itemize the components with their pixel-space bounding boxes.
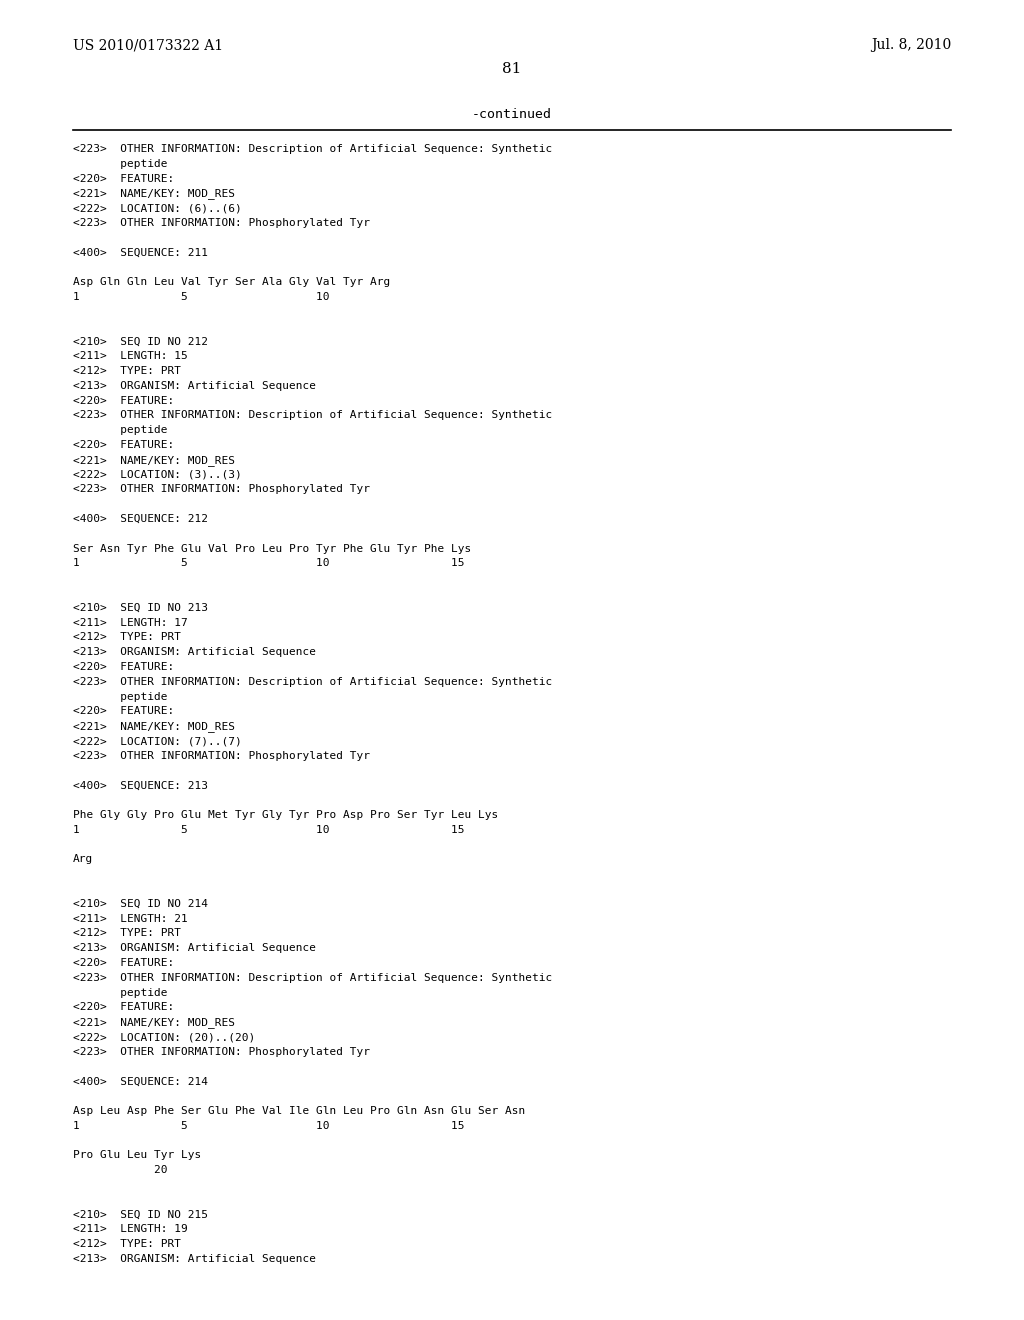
Text: <211>  LENGTH: 21: <211> LENGTH: 21: [73, 913, 187, 924]
Text: peptide: peptide: [73, 692, 168, 702]
Text: <223>  OTHER INFORMATION: Phosphorylated Tyr: <223> OTHER INFORMATION: Phosphorylated …: [73, 484, 370, 495]
Text: Ser Asn Tyr Phe Glu Val Pro Leu Pro Tyr Phe Glu Tyr Phe Lys: Ser Asn Tyr Phe Glu Val Pro Leu Pro Tyr …: [73, 544, 471, 553]
Text: <400>  SEQUENCE: 212: <400> SEQUENCE: 212: [73, 513, 208, 524]
Text: <210>  SEQ ID NO 214: <210> SEQ ID NO 214: [73, 899, 208, 908]
Text: <220>  FEATURE:: <220> FEATURE:: [73, 1002, 174, 1012]
Text: <221>  NAME/KEY: MOD_RES: <221> NAME/KEY: MOD_RES: [73, 1018, 234, 1028]
Text: <212>  TYPE: PRT: <212> TYPE: PRT: [73, 928, 181, 939]
Text: <211>  LENGTH: 17: <211> LENGTH: 17: [73, 618, 187, 627]
Text: 20: 20: [73, 1166, 168, 1175]
Text: Asp Gln Gln Leu Val Tyr Ser Ala Gly Val Tyr Arg: Asp Gln Gln Leu Val Tyr Ser Ala Gly Val …: [73, 277, 390, 288]
Text: <221>  NAME/KEY: MOD_RES: <221> NAME/KEY: MOD_RES: [73, 189, 234, 199]
Text: <400>  SEQUENCE: 213: <400> SEQUENCE: 213: [73, 780, 208, 791]
Text: <211>  LENGTH: 15: <211> LENGTH: 15: [73, 351, 187, 362]
Text: <222>  LOCATION: (3)..(3): <222> LOCATION: (3)..(3): [73, 470, 242, 479]
Text: <212>  TYPE: PRT: <212> TYPE: PRT: [73, 366, 181, 376]
Text: <220>  FEATURE:: <220> FEATURE:: [73, 706, 174, 717]
Text: <220>  FEATURE:: <220> FEATURE:: [73, 396, 174, 405]
Text: <221>  NAME/KEY: MOD_RES: <221> NAME/KEY: MOD_RES: [73, 455, 234, 466]
Text: <222>  LOCATION: (6)..(6): <222> LOCATION: (6)..(6): [73, 203, 242, 214]
Text: <223>  OTHER INFORMATION: Phosphorylated Tyr: <223> OTHER INFORMATION: Phosphorylated …: [73, 218, 370, 228]
Text: <213>  ORGANISM: Artificial Sequence: <213> ORGANISM: Artificial Sequence: [73, 647, 316, 657]
Text: <213>  ORGANISM: Artificial Sequence: <213> ORGANISM: Artificial Sequence: [73, 1254, 316, 1265]
Text: <400>  SEQUENCE: 214: <400> SEQUENCE: 214: [73, 1076, 208, 1086]
Text: <220>  FEATURE:: <220> FEATURE:: [73, 440, 174, 450]
Text: 1               5                   10                  15: 1 5 10 15: [73, 558, 465, 569]
Text: 81: 81: [503, 62, 521, 77]
Text: <220>  FEATURE:: <220> FEATURE:: [73, 663, 174, 672]
Text: 1               5                   10                  15: 1 5 10 15: [73, 825, 465, 834]
Text: 1               5                   10                  15: 1 5 10 15: [73, 1121, 465, 1131]
Text: Pro Glu Leu Tyr Lys: Pro Glu Leu Tyr Lys: [73, 1151, 202, 1160]
Text: <220>  FEATURE:: <220> FEATURE:: [73, 958, 174, 968]
Text: <222>  LOCATION: (7)..(7): <222> LOCATION: (7)..(7): [73, 737, 242, 746]
Text: Arg: Arg: [73, 854, 93, 865]
Text: Jul. 8, 2010: Jul. 8, 2010: [870, 38, 951, 51]
Text: <223>  OTHER INFORMATION: Phosphorylated Tyr: <223> OTHER INFORMATION: Phosphorylated …: [73, 751, 370, 760]
Text: <210>  SEQ ID NO 212: <210> SEQ ID NO 212: [73, 337, 208, 346]
Text: peptide: peptide: [73, 158, 168, 169]
Text: Phe Gly Gly Pro Glu Met Tyr Gly Tyr Pro Asp Pro Ser Tyr Leu Lys: Phe Gly Gly Pro Glu Met Tyr Gly Tyr Pro …: [73, 810, 499, 820]
Text: <223>  OTHER INFORMATION: Phosphorylated Tyr: <223> OTHER INFORMATION: Phosphorylated …: [73, 1047, 370, 1057]
Text: <220>  FEATURE:: <220> FEATURE:: [73, 174, 174, 183]
Text: <400>  SEQUENCE: 211: <400> SEQUENCE: 211: [73, 248, 208, 257]
Text: <211>  LENGTH: 19: <211> LENGTH: 19: [73, 1225, 187, 1234]
Text: -continued: -continued: [472, 108, 552, 121]
Text: <212>  TYPE: PRT: <212> TYPE: PRT: [73, 1239, 181, 1249]
Text: peptide: peptide: [73, 425, 168, 436]
Text: 1               5                   10: 1 5 10: [73, 292, 330, 302]
Text: <213>  ORGANISM: Artificial Sequence: <213> ORGANISM: Artificial Sequence: [73, 380, 316, 391]
Text: <210>  SEQ ID NO 213: <210> SEQ ID NO 213: [73, 603, 208, 612]
Text: <223>  OTHER INFORMATION: Description of Artificial Sequence: Synthetic: <223> OTHER INFORMATION: Description of …: [73, 677, 552, 686]
Text: <222>  LOCATION: (20)..(20): <222> LOCATION: (20)..(20): [73, 1032, 255, 1041]
Text: <223>  OTHER INFORMATION: Description of Artificial Sequence: Synthetic: <223> OTHER INFORMATION: Description of …: [73, 144, 552, 154]
Text: <221>  NAME/KEY: MOD_RES: <221> NAME/KEY: MOD_RES: [73, 721, 234, 733]
Text: <213>  ORGANISM: Artificial Sequence: <213> ORGANISM: Artificial Sequence: [73, 944, 316, 953]
Text: peptide: peptide: [73, 987, 168, 998]
Text: <223>  OTHER INFORMATION: Description of Artificial Sequence: Synthetic: <223> OTHER INFORMATION: Description of …: [73, 411, 552, 420]
Text: <223>  OTHER INFORMATION: Description of Artificial Sequence: Synthetic: <223> OTHER INFORMATION: Description of …: [73, 973, 552, 983]
Text: US 2010/0173322 A1: US 2010/0173322 A1: [73, 38, 223, 51]
Text: <210>  SEQ ID NO 215: <210> SEQ ID NO 215: [73, 1209, 208, 1220]
Text: Asp Leu Asp Phe Ser Glu Phe Val Ile Gln Leu Pro Gln Asn Glu Ser Asn: Asp Leu Asp Phe Ser Glu Phe Val Ile Gln …: [73, 1106, 525, 1115]
Text: <212>  TYPE: PRT: <212> TYPE: PRT: [73, 632, 181, 643]
